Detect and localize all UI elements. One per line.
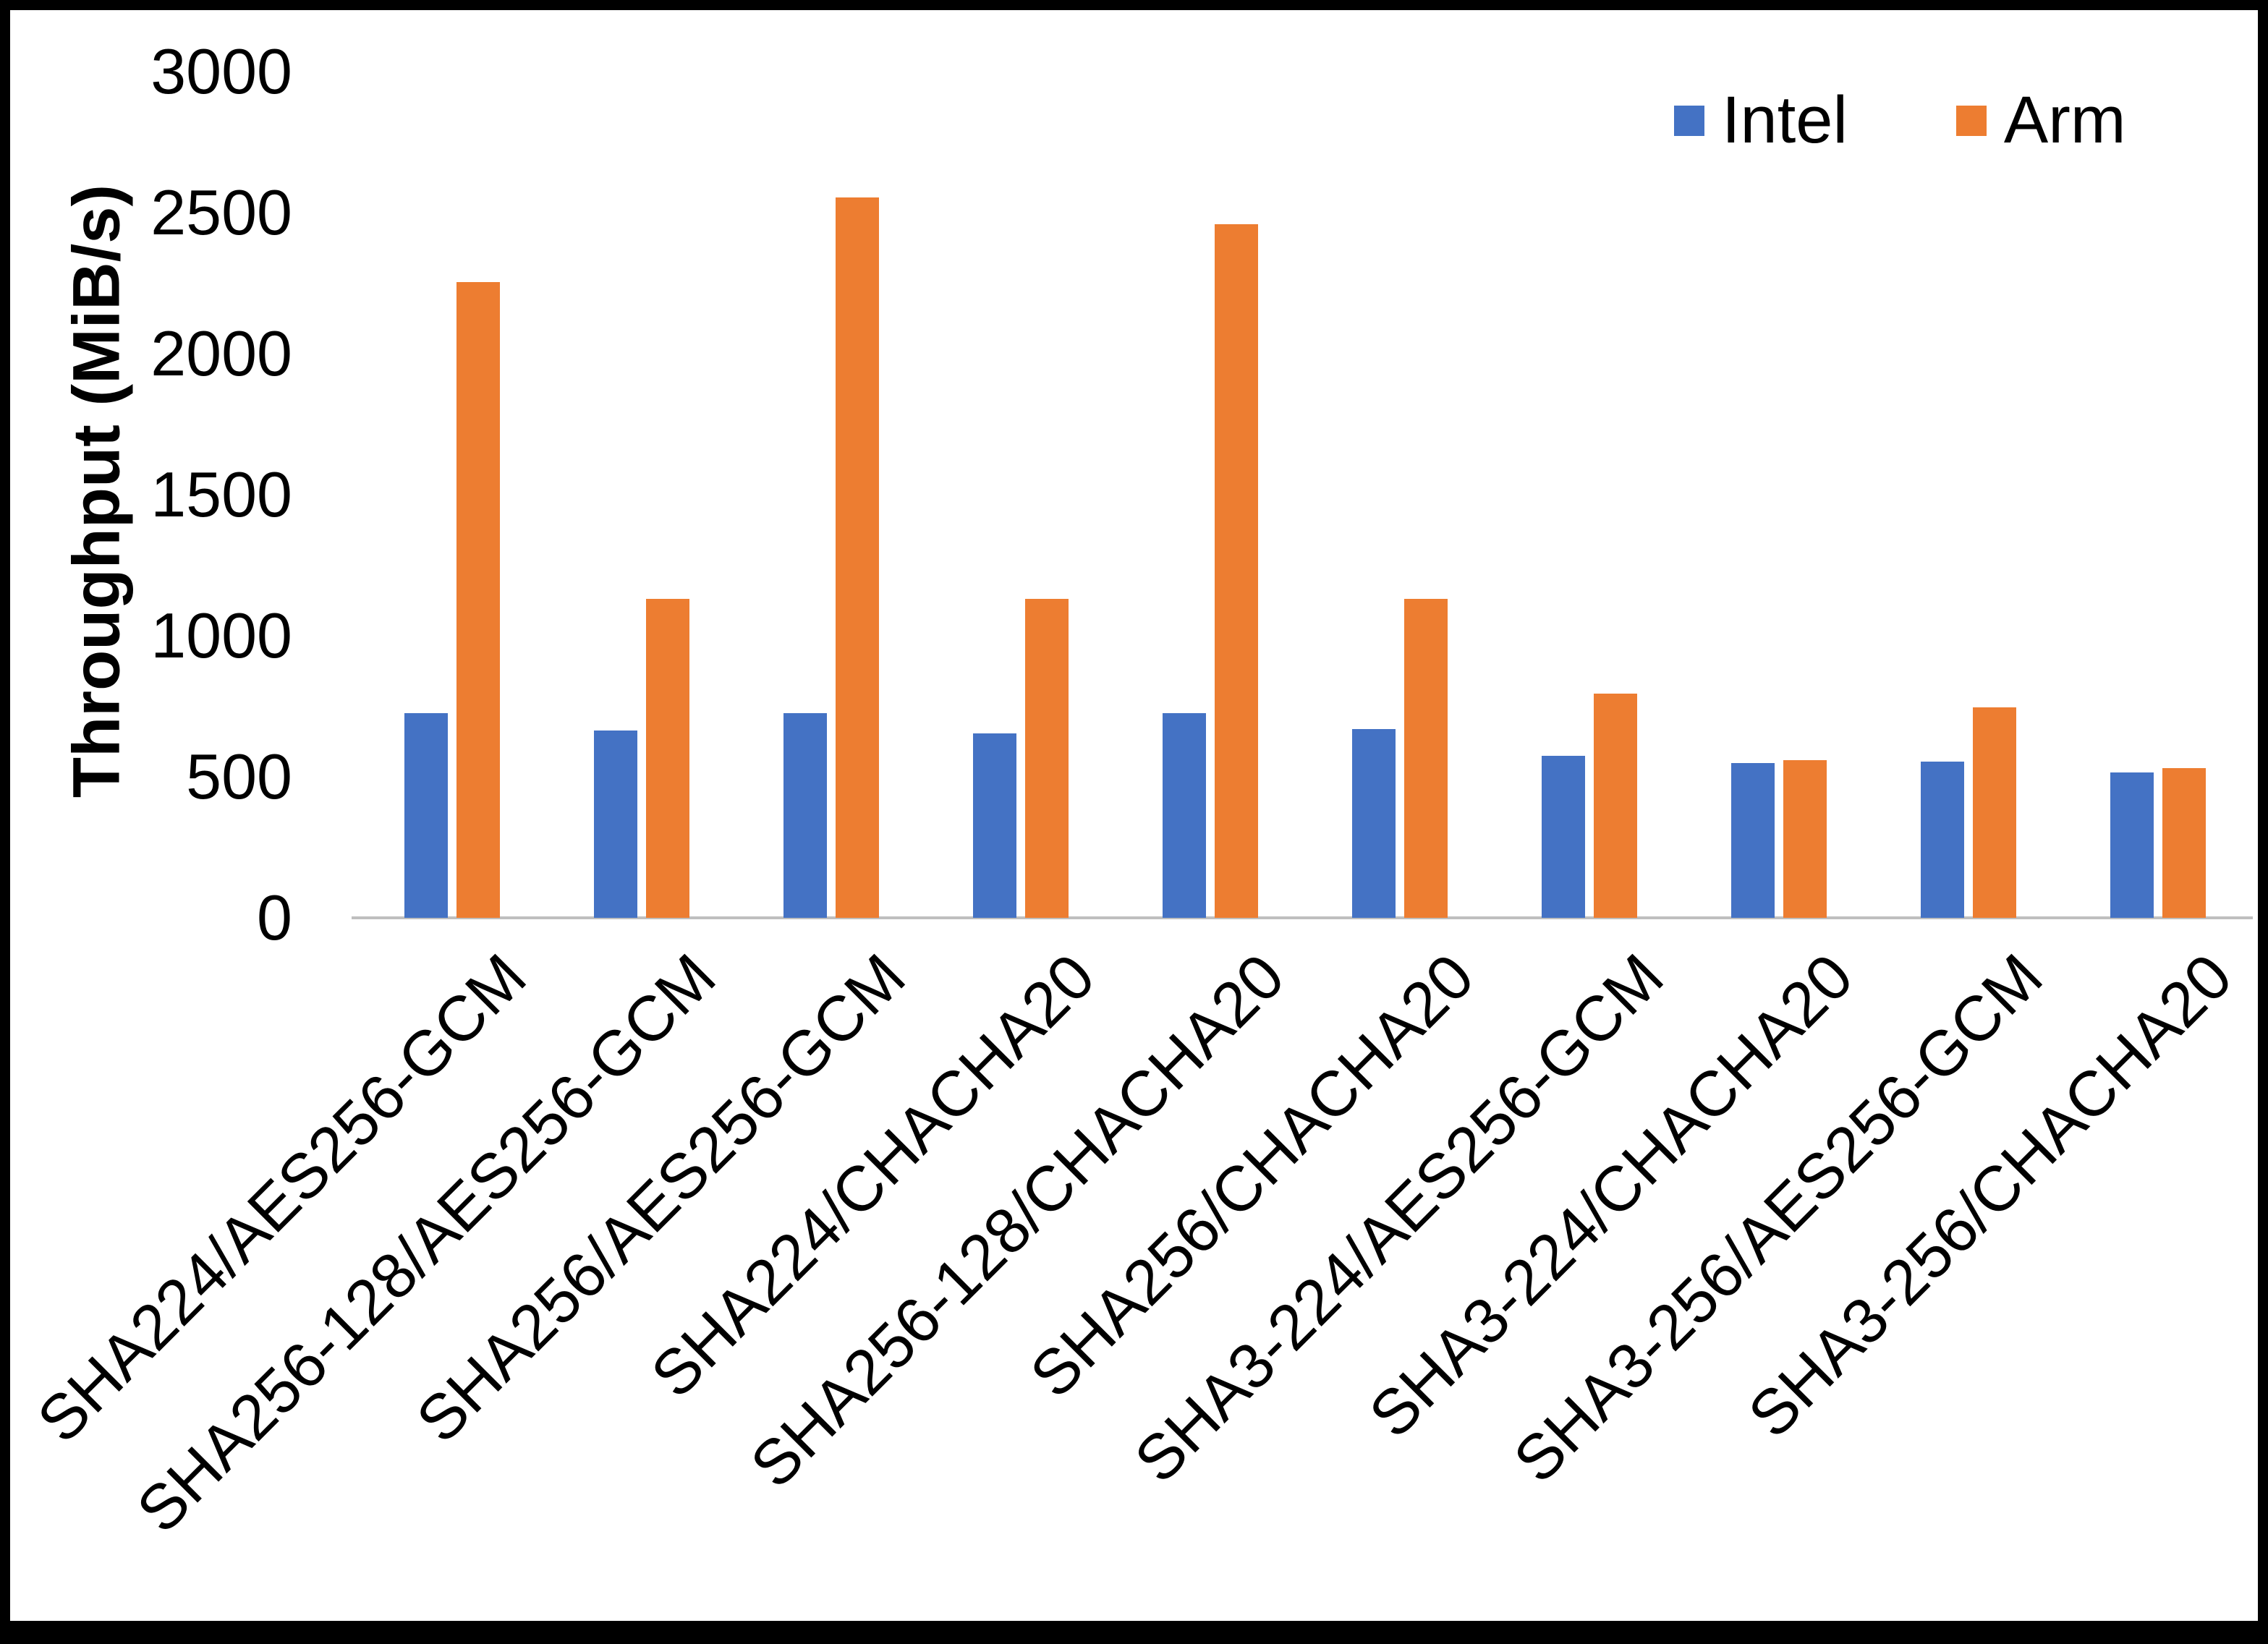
bar-arm (646, 599, 689, 918)
bar-intel (1542, 755, 1585, 918)
legend-swatch-arm-icon (1955, 105, 1987, 136)
legend: Intel Arm (1674, 82, 2126, 158)
bar-intel (1352, 728, 1396, 918)
legend-item-arm: Arm (1955, 82, 2126, 158)
bar-intel (783, 713, 827, 918)
bar-intel (973, 733, 1016, 918)
bar-intel (594, 730, 637, 918)
y-tick-label: 2500 (150, 176, 292, 248)
y-tick-label: 1500 (150, 459, 292, 530)
y-tick-label: 2000 (150, 318, 292, 389)
y-tick-label: 500 (186, 741, 292, 812)
bar-intel (1163, 713, 1206, 918)
y-axis-ticks: 0 500 1000 1500 2000 2500 3000 (10, 35, 300, 953)
bar-intel (404, 713, 448, 918)
y-tick-label: 3000 (150, 35, 292, 107)
bar-arm (1973, 707, 2016, 918)
bar-intel (2110, 772, 2154, 918)
y-tick-label: 1000 (150, 600, 292, 671)
legend-label-arm: Arm (2003, 83, 2126, 157)
legend-swatch-intel-icon (1674, 105, 1704, 136)
y-tick-label: 0 (257, 882, 292, 953)
bar-arm (2162, 768, 2206, 918)
plot-area (352, 72, 2253, 919)
x-axis-line (352, 916, 2253, 919)
bar-arm (1215, 223, 1258, 918)
bar-intel (1731, 762, 1775, 918)
legend-label-intel: Intel (1722, 83, 1848, 157)
x-axis-labels: SHA224/AES256-GCM SHA256-128/AES256-GCM SH… (23, 919, 2253, 1585)
bar-arm (836, 197, 879, 918)
bar-arm (1404, 599, 1448, 918)
bar-arm (1025, 599, 1069, 918)
bar-arm (456, 281, 500, 918)
legend-item-intel: Intel (1674, 82, 1848, 158)
bar-intel (1921, 761, 1964, 918)
bar-arm (1783, 759, 1827, 918)
bar-arm (1594, 693, 1637, 918)
